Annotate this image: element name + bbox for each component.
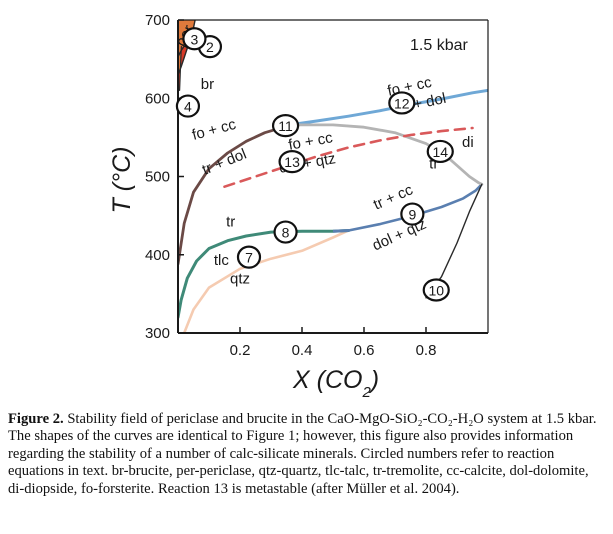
reaction-curve-9: [347, 183, 484, 232]
caption-text: Stability field of periclase and brucite…: [8, 411, 597, 497]
reaction-marker-9: 9: [400, 202, 425, 226]
reaction-marker-number: 14: [432, 144, 448, 160]
reaction-marker-11: 11: [271, 114, 300, 138]
reaction-marker-circle: [278, 150, 306, 174]
y-tick-label: 300: [145, 325, 170, 342]
reaction-marker-number: 3: [191, 31, 199, 47]
y-axis-title: T (°C): [108, 147, 136, 214]
x-tick-label: 0.8: [416, 342, 437, 359]
y-tick-label: 400: [145, 247, 170, 264]
field-label: tr: [226, 214, 235, 231]
reaction-curve-4: [179, 46, 182, 91]
field-label: fo + cc: [190, 116, 238, 144]
reaction-marker-circle: [273, 220, 298, 244]
reaction-curve-13: [223, 126, 474, 188]
reaction-marker-13: 13: [278, 150, 306, 174]
reaction-curve-8-end: [332, 229, 349, 233]
reaction-marker-circle: [271, 114, 300, 138]
reaction-marker-number: 4: [184, 99, 192, 115]
field-label: di: [462, 134, 474, 151]
reaction-marker-circle: [422, 278, 450, 302]
reaction-marker-7: 7: [236, 245, 262, 269]
x-tick-label: 0.4: [292, 342, 313, 359]
reaction-marker-circle: [175, 94, 201, 118]
caption-label: Figure 2.: [8, 411, 64, 427]
y-tick-label: 600: [145, 90, 170, 107]
reaction-marker-number: 9: [408, 207, 416, 223]
reaction-marker-number: 11: [278, 118, 293, 134]
field-label: tr: [429, 156, 438, 173]
field-label: br: [201, 76, 214, 93]
reaction-curve-11: [178, 123, 291, 266]
reaction-curve-7: [182, 229, 350, 333]
figure-caption: Figure 2. Stability field of periclase a…: [8, 411, 602, 498]
pressure-label: 1.5 kbar: [410, 37, 468, 54]
x-axis-title-close: ): [368, 366, 379, 394]
field-label: tr + dol: [200, 146, 249, 179]
reaction-curve-8: [178, 229, 350, 319]
reaction-marker-number: 7: [245, 250, 253, 266]
reaction-marker-14: 14: [426, 139, 454, 164]
x-axis-title-main: X (CO: [292, 366, 362, 394]
reaction-marker-number: 12: [394, 95, 410, 111]
reaction-marker-8: 8: [273, 220, 298, 244]
reaction-marker-circle: [182, 27, 207, 51]
reaction-marker-circle: [426, 139, 454, 164]
y-tick-label: 500: [145, 169, 170, 186]
reaction-marker-number: 10: [428, 282, 444, 298]
phase-diagram: 300 400 500 600 700 0.2 0.4 0.6 0.8 T (°C) X (CO…: [108, 12, 489, 401]
reaction-marker-number: 13: [284, 154, 300, 170]
x-axis-title: X (CO2): [292, 366, 379, 401]
x-axis-title-sub: 2: [361, 384, 371, 401]
reaction-marker-3: 3: [182, 27, 207, 51]
x-tick-label: 0.6: [354, 342, 375, 359]
field-label: qtz: [230, 271, 250, 288]
reaction-marker-10: 10: [422, 278, 450, 302]
field-label: tlc: [214, 252, 230, 269]
reaction-marker-circle: [388, 91, 416, 115]
reaction-marker-circle: [400, 202, 425, 226]
reaction-marker-circle: [236, 245, 262, 269]
reaction-marker-12: 12: [388, 91, 416, 115]
reaction-marker-4: 4: [175, 94, 201, 118]
reaction-marker-number: 2: [206, 39, 214, 55]
reaction-marker-number: 8: [282, 225, 290, 241]
x-tick-label: 0.2: [230, 342, 251, 359]
y-tick-label: 700: [145, 12, 170, 29]
